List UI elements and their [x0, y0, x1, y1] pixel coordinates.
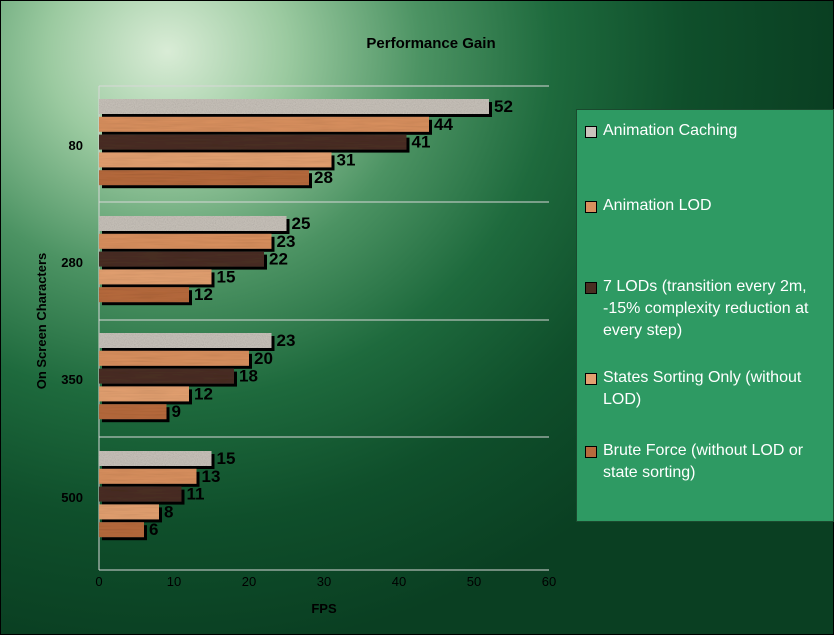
x-tick-label: 20	[242, 574, 256, 589]
data-label: 23	[277, 331, 296, 350]
data-label: 25	[292, 214, 311, 233]
y-axis-title: On Screen Characters	[34, 253, 49, 390]
bar	[99, 451, 212, 466]
bar	[99, 251, 264, 267]
x-tick-label: 60	[542, 574, 556, 589]
legend-item: 7 LODs (transition every 2m, -15% comple…	[585, 276, 834, 342]
legend-label: Brute Force (without LOD or state sortin…	[603, 442, 804, 481]
bar	[99, 99, 489, 114]
bar	[99, 404, 167, 420]
x-tick-label: 10	[167, 574, 181, 589]
data-label: 9	[172, 402, 181, 421]
legend-item: Animation LOD	[585, 195, 834, 217]
bar	[99, 170, 309, 186]
data-label: 11	[187, 485, 205, 504]
data-label: 41	[412, 133, 431, 152]
legend-label: Animation Caching	[603, 122, 738, 139]
bar	[99, 468, 197, 484]
legend-swatch	[585, 446, 597, 458]
legend-label: Animation LOD	[603, 197, 712, 214]
data-label: 12	[194, 384, 213, 403]
data-label: 23	[277, 232, 296, 251]
data-label: 15	[217, 449, 236, 468]
data-label: 22	[269, 250, 288, 269]
x-tick-label: 0	[95, 574, 102, 589]
bar	[99, 386, 189, 402]
x-tick-label: 30	[317, 574, 331, 589]
bar	[99, 368, 234, 384]
data-label: 44	[434, 115, 453, 134]
bar	[99, 504, 159, 520]
bar	[99, 216, 287, 231]
legend-item: States Sorting Only (without LOD)	[585, 367, 834, 411]
data-label: 6	[149, 520, 158, 539]
data-label: 28	[314, 168, 333, 187]
bar	[99, 134, 407, 150]
bar	[99, 152, 332, 168]
data-label: 12	[194, 285, 213, 304]
data-label: 15	[217, 267, 236, 286]
bar	[99, 269, 212, 285]
category-label: 350	[61, 372, 83, 387]
legend-swatch	[585, 373, 597, 385]
data-label: 8	[164, 502, 173, 521]
legend-label: 7 LODs (transition every 2m, -15% comple…	[603, 278, 809, 339]
category-label: 80	[69, 138, 83, 153]
category-label: 500	[61, 490, 83, 505]
data-label: 13	[202, 467, 221, 486]
legend-item: Animation Caching	[585, 120, 834, 142]
data-label: 52	[494, 97, 513, 116]
x-tick-label: 40	[392, 574, 406, 589]
x-axis-title: FPS	[311, 601, 337, 616]
bar	[99, 522, 144, 538]
x-tick-label: 50	[467, 574, 481, 589]
legend: Animation Caching Animation LOD 7 LODs (tr…	[576, 109, 834, 522]
legend-swatch	[585, 126, 597, 138]
legend-swatch	[585, 282, 597, 294]
legend-label: States Sorting Only (without LOD)	[603, 369, 802, 408]
chart-title: Performance Gain	[366, 35, 495, 52]
bar	[99, 350, 249, 366]
bar	[99, 333, 272, 348]
legend-item: Brute Force (without LOD or state sortin…	[585, 440, 834, 484]
data-label: 18	[239, 367, 258, 386]
bar	[99, 233, 272, 249]
bar	[99, 116, 429, 132]
bar	[99, 486, 182, 502]
data-label: 20	[254, 349, 273, 368]
data-label: 31	[337, 150, 356, 169]
category-label: 280	[61, 255, 83, 270]
bar	[99, 287, 189, 303]
legend-swatch	[585, 201, 597, 213]
